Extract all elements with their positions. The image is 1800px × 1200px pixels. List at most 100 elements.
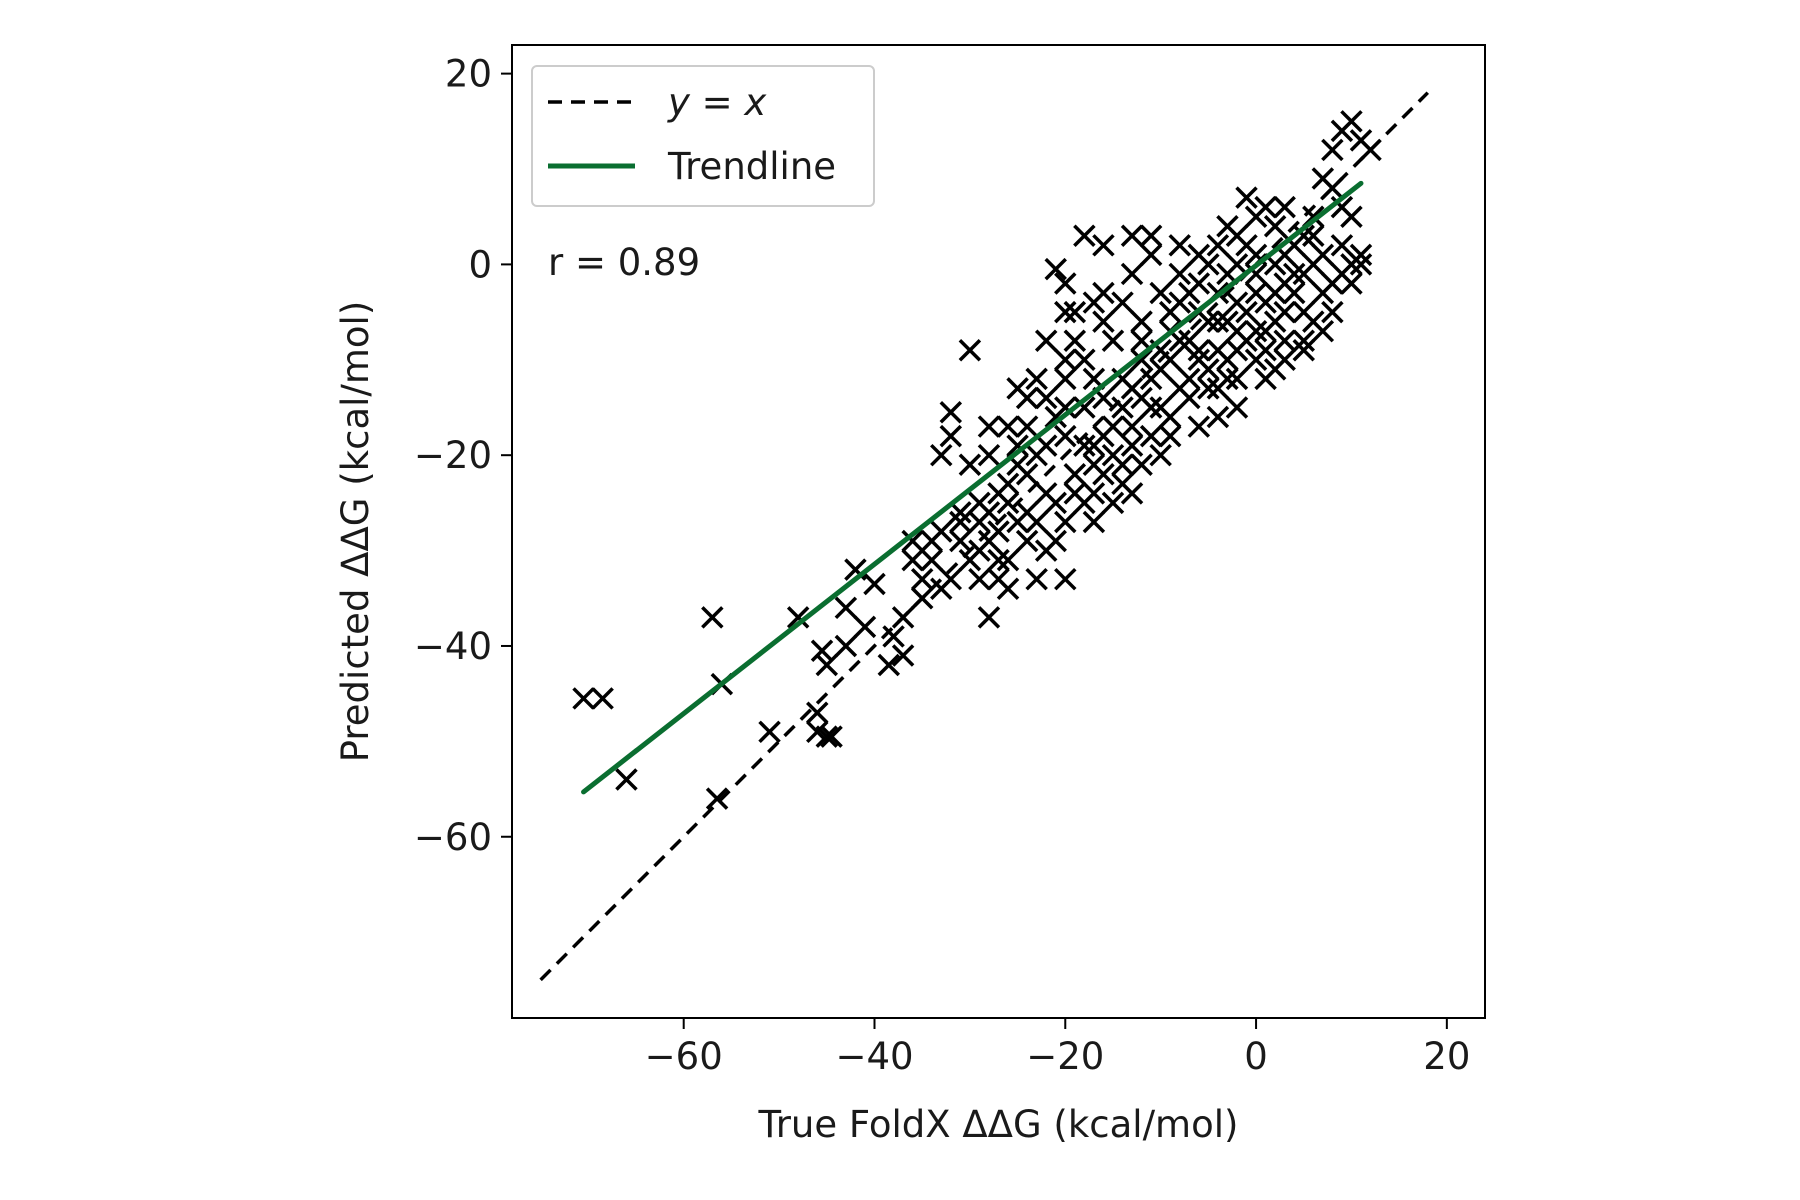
data-point xyxy=(1235,234,1258,257)
data-point xyxy=(1120,224,1144,248)
axis-ticks: −60 −40 −20 0 20 20 0 −20 −40 −60 xyxy=(414,53,1470,1078)
y-axis-title: Predicted ΔΔG (kcal/mol) xyxy=(334,301,377,763)
data-point xyxy=(1130,453,1153,476)
data-point xyxy=(1130,310,1153,333)
data-point xyxy=(1054,348,1077,372)
data-point xyxy=(977,606,1001,629)
data-point xyxy=(1015,529,1039,553)
data-point xyxy=(1111,396,1134,419)
data-point xyxy=(939,424,963,448)
data-point xyxy=(968,510,991,534)
data-point xyxy=(1292,339,1315,362)
data-point xyxy=(786,606,810,629)
y-tick-label: 0 xyxy=(468,243,492,286)
data-point xyxy=(1206,405,1230,429)
data-point xyxy=(1349,243,1373,267)
data-point xyxy=(1054,567,1077,591)
data-point xyxy=(863,572,886,596)
data-point xyxy=(1092,463,1115,486)
data-point xyxy=(1149,281,1172,305)
data-point xyxy=(977,415,1001,438)
data-point xyxy=(1168,234,1191,257)
data-point xyxy=(930,443,953,467)
data-point xyxy=(1254,339,1277,362)
data-point xyxy=(958,339,982,362)
data-point xyxy=(1034,329,1058,352)
data-point xyxy=(1111,453,1134,476)
data-point xyxy=(1235,186,1258,209)
data-point xyxy=(1063,463,1087,486)
data-point xyxy=(901,548,924,572)
data-point xyxy=(1034,386,1058,410)
data-point xyxy=(1015,501,1039,524)
data-point xyxy=(1044,491,1067,515)
data-point xyxy=(1139,367,1163,391)
data-point xyxy=(1225,339,1249,362)
data-point xyxy=(1006,434,1029,457)
data-point xyxy=(1120,415,1144,438)
data-point xyxy=(1073,224,1096,248)
data-point xyxy=(1139,424,1163,448)
data-point xyxy=(1292,329,1315,352)
data-point xyxy=(1044,529,1067,553)
data-point xyxy=(1197,358,1220,381)
data-point xyxy=(1311,243,1335,267)
data-point xyxy=(1054,367,1077,391)
data-point xyxy=(1197,253,1220,276)
data-point xyxy=(1054,510,1077,534)
x-tick-label: −20 xyxy=(1026,1035,1104,1078)
data-point xyxy=(949,501,972,524)
legend-label-trendline: Trendline xyxy=(667,145,836,188)
data-point xyxy=(1321,176,1344,200)
data-point xyxy=(996,415,1020,438)
data-point xyxy=(891,606,915,629)
data-point xyxy=(1063,300,1087,324)
data-point xyxy=(1139,396,1163,419)
data-point xyxy=(1321,272,1344,295)
data-point xyxy=(1273,329,1296,352)
plot-area xyxy=(539,91,1430,982)
data-point xyxy=(1168,262,1191,286)
data-point xyxy=(987,520,1010,543)
y-tick-label: −60 xyxy=(414,816,492,859)
data-point xyxy=(996,577,1020,600)
data-point xyxy=(1178,281,1201,305)
y-tick-label: −40 xyxy=(414,625,492,668)
legend-label-reference-line: y = x xyxy=(667,81,767,124)
data-point xyxy=(815,725,839,748)
data-point xyxy=(901,529,924,553)
data-point xyxy=(1120,434,1144,457)
data-point xyxy=(591,687,614,710)
data-point xyxy=(1073,396,1096,419)
data-point xyxy=(1254,319,1277,343)
data-point xyxy=(1139,243,1163,267)
data-point xyxy=(1187,339,1211,362)
data-point xyxy=(996,491,1020,515)
data-point xyxy=(1330,234,1354,257)
data-point xyxy=(930,520,953,543)
data-point xyxy=(1340,110,1363,133)
data-point xyxy=(1054,396,1077,419)
axes-frame xyxy=(511,44,1486,1019)
data-point xyxy=(1321,300,1344,324)
trendline xyxy=(581,180,1364,795)
x-axis-title: True FoldX ΔΔG (kcal/mol) xyxy=(758,1103,1239,1146)
data-point xyxy=(968,567,991,591)
data-point xyxy=(1359,138,1382,162)
data-point xyxy=(615,768,638,791)
data-point xyxy=(877,653,901,677)
data-point xyxy=(1158,348,1182,372)
data-point xyxy=(1149,396,1172,419)
data-point xyxy=(572,687,595,710)
data-point xyxy=(1054,300,1077,324)
y-tick-label: 20 xyxy=(445,53,492,96)
data-point xyxy=(1025,443,1048,467)
data-point xyxy=(1197,377,1220,400)
data-point xyxy=(1158,424,1182,448)
data-point xyxy=(987,548,1010,572)
legend: y = x Trendline xyxy=(531,65,875,207)
data-point xyxy=(939,401,963,424)
x-tick-label: 20 xyxy=(1423,1035,1470,1078)
data-point xyxy=(968,539,991,562)
data-point xyxy=(853,615,877,639)
